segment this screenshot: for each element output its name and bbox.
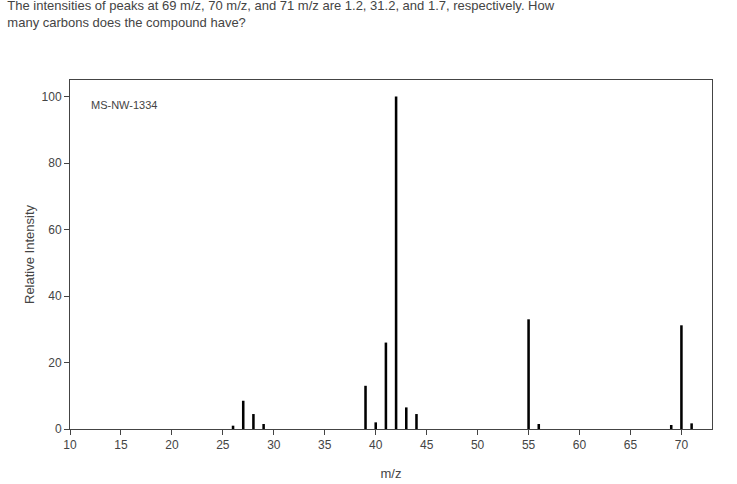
- svg-text:20: 20: [48, 356, 62, 370]
- svg-text:10: 10: [63, 438, 77, 452]
- svg-text:55: 55: [522, 438, 536, 452]
- svg-text:40: 40: [369, 438, 383, 452]
- svg-text:35: 35: [318, 438, 332, 452]
- svg-text:Relative Intensity: Relative Intensity: [22, 205, 37, 304]
- svg-text:The intensities of peaks at 69: The intensities of peaks at 69 m/z, 70 m…: [7, 0, 554, 30]
- svg-text:25: 25: [216, 438, 230, 452]
- svg-text:65: 65: [624, 438, 638, 452]
- svg-text:60: 60: [573, 438, 587, 452]
- svg-text:80: 80: [48, 156, 62, 170]
- svg-text:20: 20: [165, 438, 179, 452]
- svg-text:70: 70: [675, 438, 689, 452]
- svg-text:15: 15: [114, 438, 128, 452]
- svg-text:60: 60: [48, 223, 62, 237]
- svg-text:40: 40: [48, 289, 62, 303]
- svg-text:100: 100: [42, 90, 62, 104]
- svg-text:45: 45: [420, 438, 434, 452]
- svg-text:m/z: m/z: [381, 466, 402, 481]
- svg-text:50: 50: [471, 438, 485, 452]
- svg-text:MS-NW-1334: MS-NW-1334: [91, 99, 157, 111]
- svg-text:0: 0: [55, 422, 62, 436]
- svg-text:30: 30: [267, 438, 281, 452]
